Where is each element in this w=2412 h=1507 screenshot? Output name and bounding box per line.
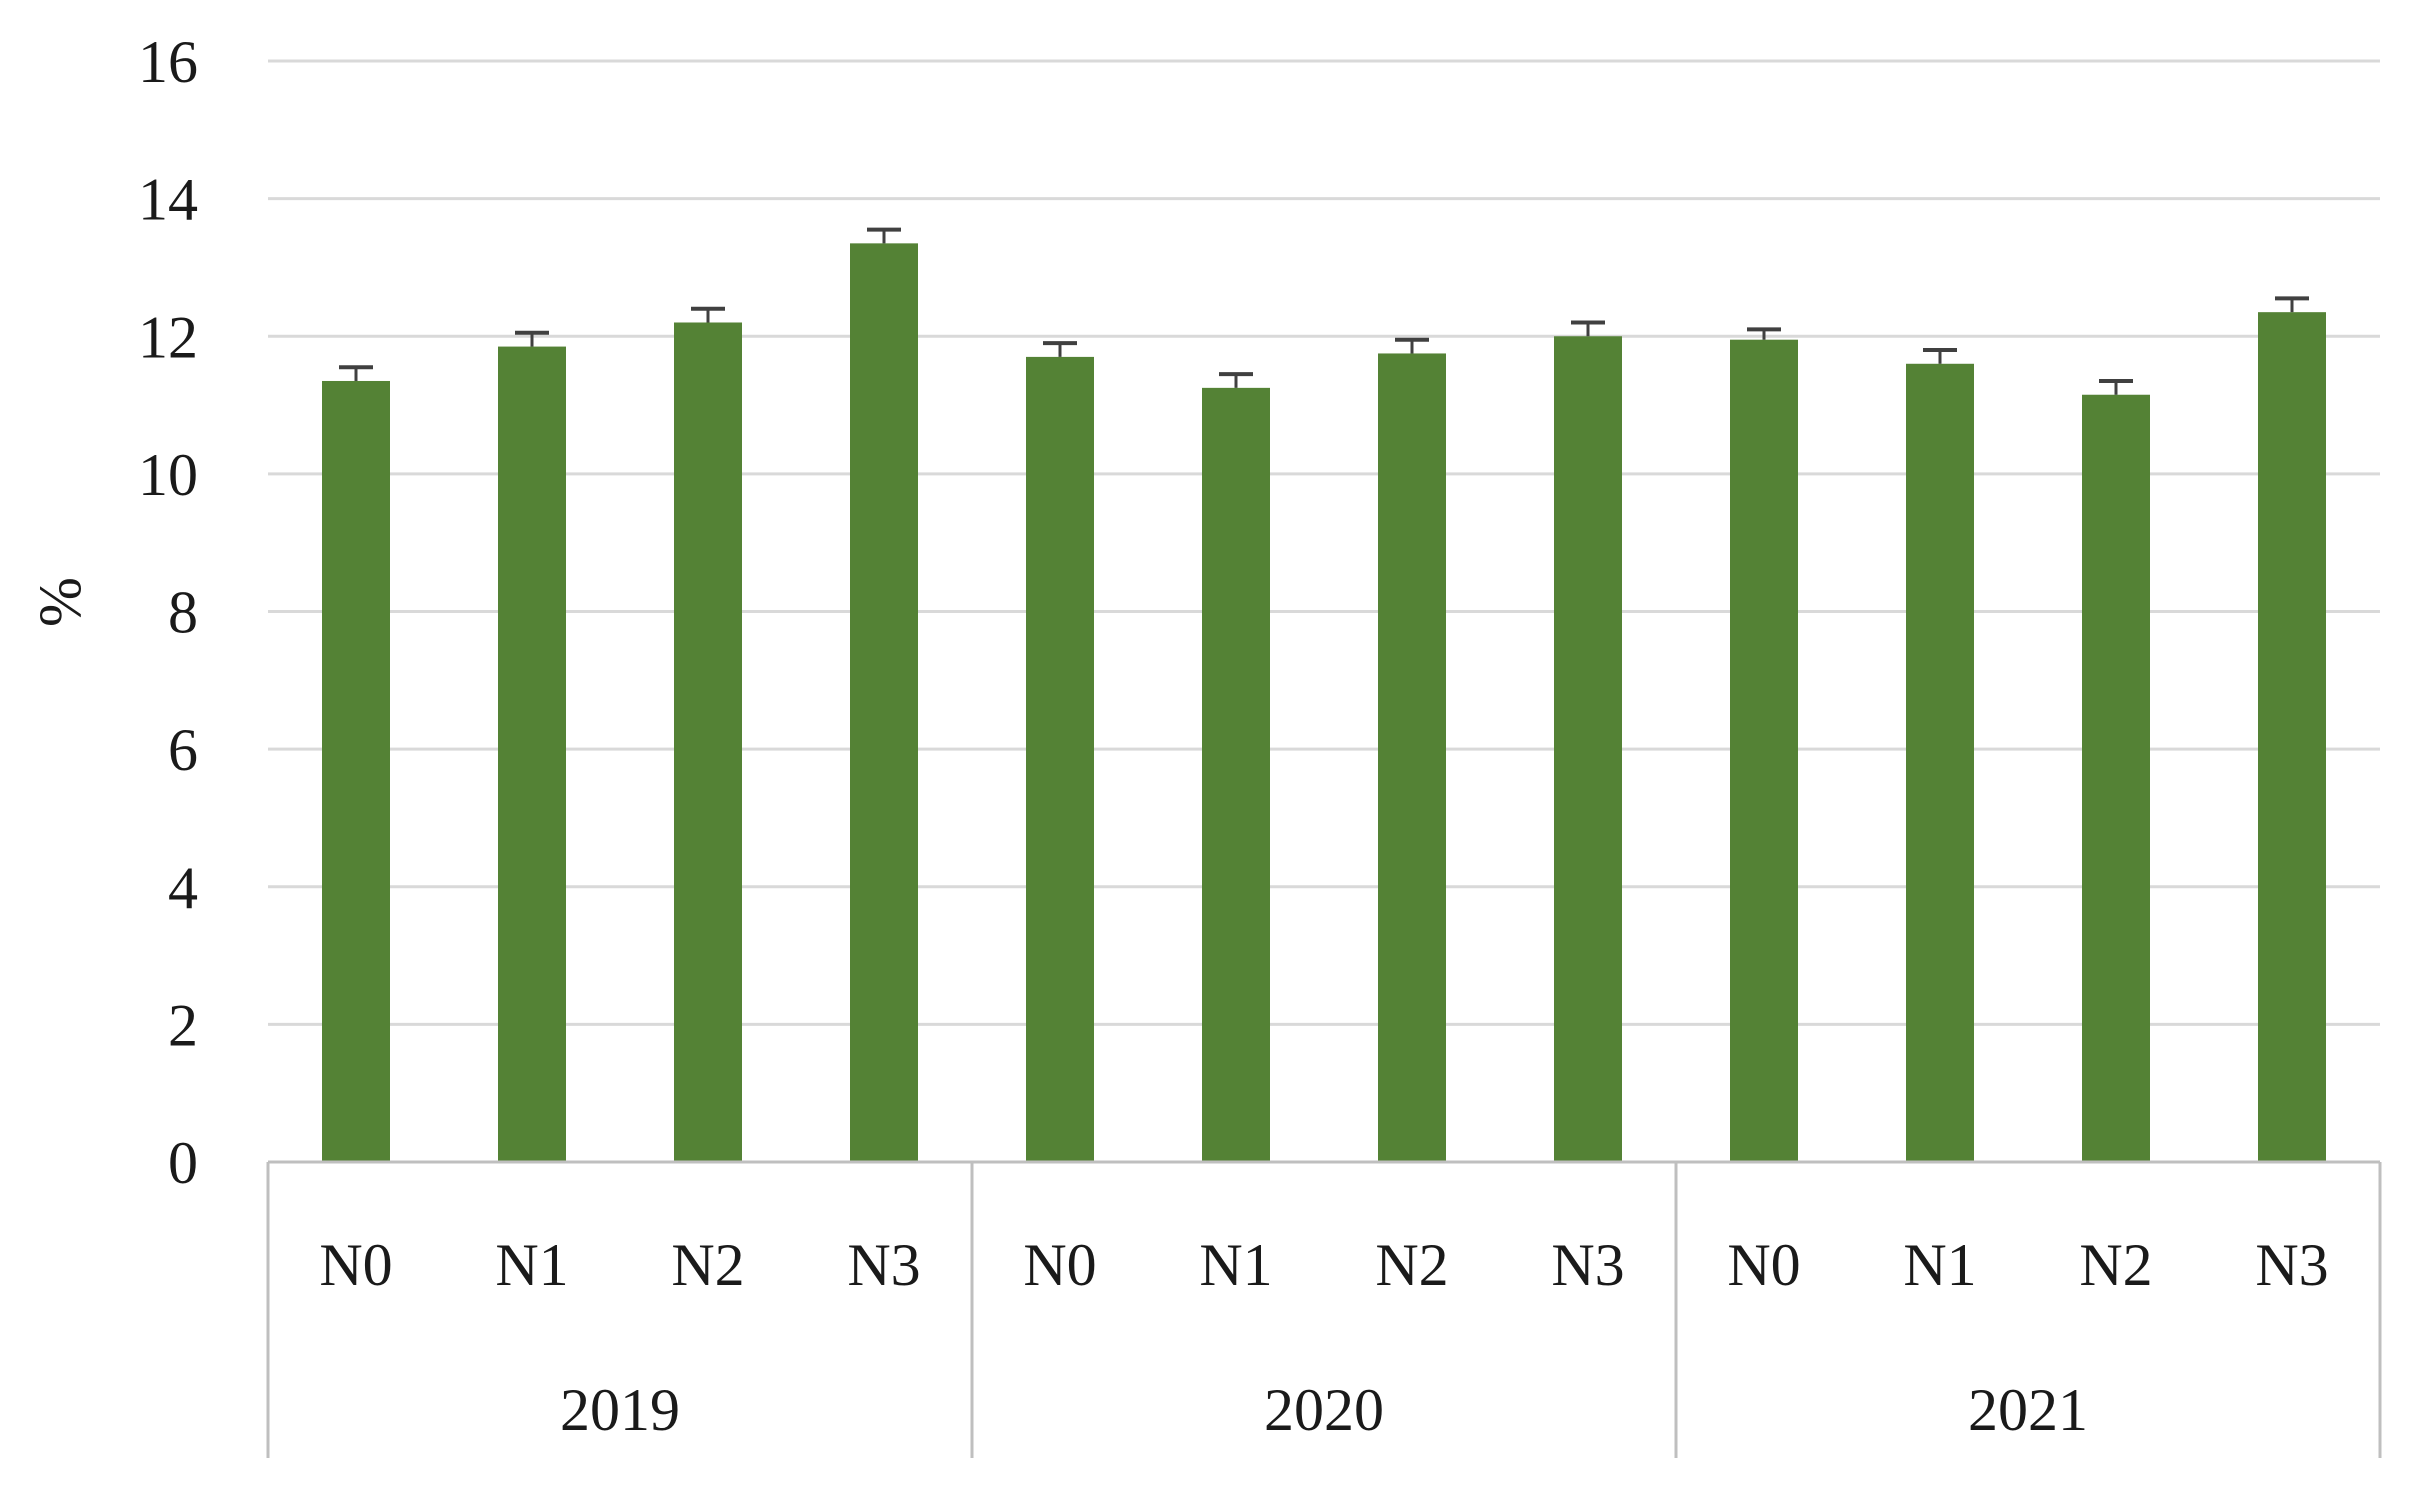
x-group-label: 2019 — [560, 1377, 680, 1443]
y-tick-label: 0 — [168, 1130, 198, 1196]
x-category-label: N0 — [1727, 1232, 1800, 1298]
bar-2020-N2 — [1378, 353, 1446, 1162]
y-tick-label: 6 — [168, 717, 198, 783]
x-category-label: N3 — [847, 1232, 920, 1298]
bar-2019-N2 — [674, 322, 742, 1162]
x-category-label: N2 — [1375, 1232, 1448, 1298]
bar-2019-N3 — [850, 243, 918, 1162]
y-axis-ticks: 0 2 4 6 8 10 12 14 16 — [138, 29, 198, 1196]
bar-2019-N0 — [322, 380, 390, 1162]
x-group-label: 2021 — [1968, 1377, 2088, 1443]
gridlines — [268, 59, 2380, 1026]
y-tick-label: 16 — [138, 29, 198, 95]
x-category-label: N0 — [1023, 1232, 1096, 1298]
error-bars — [339, 227, 2309, 395]
y-tick-label: 2 — [168, 992, 198, 1058]
x-category-label: N0 — [319, 1232, 392, 1298]
x-category-label: N1 — [1199, 1232, 1272, 1298]
x-category-label: N2 — [671, 1232, 744, 1298]
bar-2020-N3 — [1554, 336, 1622, 1162]
bar-2021-N0 — [1730, 339, 1798, 1162]
bar-2021-N1 — [1906, 363, 1974, 1162]
y-tick-label: 14 — [138, 167, 198, 233]
y-tick-label: 8 — [168, 580, 198, 646]
bar-2021-N2 — [2082, 394, 2150, 1163]
bars — [322, 243, 2326, 1163]
y-tick-label: 4 — [168, 855, 198, 921]
bar-2021-N3 — [2258, 312, 2326, 1162]
y-axis-label: % — [27, 577, 93, 627]
x-category-label: N1 — [1903, 1232, 1976, 1298]
x-axis: N0 N1 N2 N3 N0 N1 N2 N3 N0 N1 N2 N3 2019 2020 2021 — [266, 1160, 2382, 1458]
bar-2020-N0 — [1026, 356, 1094, 1162]
x-category-label: N3 — [2255, 1232, 2328, 1298]
x-category-label: N1 — [495, 1232, 568, 1298]
y-tick-label: 10 — [138, 442, 198, 508]
x-group-label: 2020 — [1264, 1377, 1384, 1443]
y-tick-label: 12 — [138, 304, 198, 370]
bar-2019-N1 — [498, 346, 566, 1162]
x-category-label: N2 — [2079, 1232, 2152, 1298]
x-category-label: N3 — [1551, 1232, 1624, 1298]
bar-2020-N1 — [1202, 387, 1270, 1162]
